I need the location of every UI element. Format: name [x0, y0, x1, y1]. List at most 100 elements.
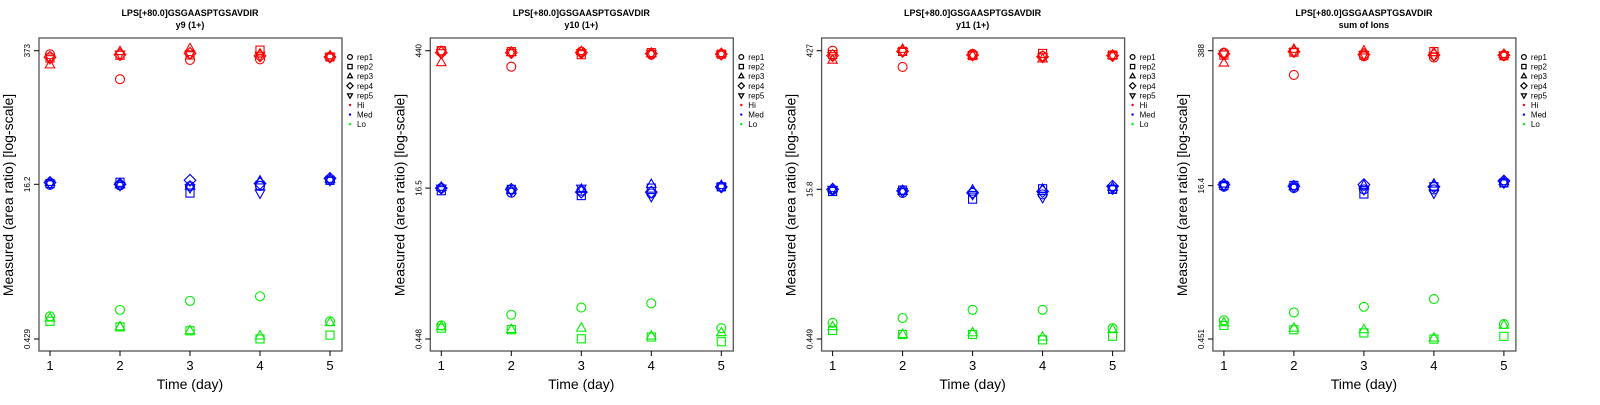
data-point-lo-rep2 [1107, 331, 1118, 341]
legend-rep5-icon [1520, 93, 1528, 100]
data-point-med-rep4 [1035, 184, 1050, 199]
data-point-med-rep5 [254, 189, 266, 200]
legend-hi-dot-icon [348, 103, 352, 107]
data-point-lo-rep3 [645, 329, 657, 340]
data-point-hi-rep3 [1358, 44, 1370, 55]
legend-rep1-icon [1129, 53, 1136, 60]
legend-lo-dot-icon [348, 123, 352, 126]
legend-rep5-label: rep5 [357, 91, 374, 100]
legend-hi-dot-icon [740, 103, 743, 107]
x-tick-label: 4 [648, 358, 655, 373]
legend-rep2-icon [1521, 63, 1527, 70]
legend-lo-label: Lo [1531, 120, 1540, 129]
x-tick-label: 4 [1039, 358, 1046, 373]
data-point-lo-rep3 [505, 323, 517, 334]
data-point-hi-rep5 [324, 53, 336, 64]
data-point-lo-rep3 [896, 327, 909, 338]
data-point-med-rep5 [715, 183, 727, 194]
data-point-lo-rep2 [827, 325, 838, 336]
y-tick-label: 427 [806, 43, 815, 57]
data-point-med-rep3 [1288, 180, 1300, 191]
data-point-med-rep5 [966, 190, 979, 201]
legend-lo-label: Lo [1140, 120, 1149, 129]
data-point-hi-rep5 [1218, 50, 1230, 61]
legend-rep5-icon [1129, 93, 1137, 100]
data-point-lo-rep2 [1499, 331, 1509, 341]
legend-rep1-label: rep1 [748, 53, 765, 62]
x-tick-label: 5 [1109, 358, 1116, 373]
data-point-lo-rep3 [435, 320, 447, 331]
data-point-med-rep4 [323, 171, 337, 186]
data-point-med-rep5 [184, 184, 196, 195]
data-point-lo-rep2 [115, 322, 125, 332]
data-point-lo-rep1 [1288, 307, 1299, 318]
y-tick-label: 0.449 [806, 328, 815, 349]
legend-lo-label: Lo [748, 120, 757, 129]
data-point-hi-rep5 [505, 49, 517, 60]
data-point-lo-rep1 [576, 302, 587, 313]
legend-lo-label: Lo [357, 120, 366, 129]
y-tick-label: 373 [23, 43, 32, 57]
data-point-lo-rep2 [185, 326, 195, 336]
data-point-lo-rep2 [325, 330, 335, 340]
data-point-hi-rep1 [506, 61, 517, 72]
data-point-hi-rep5 [896, 47, 909, 58]
legend-lo-dot-icon [1522, 123, 1526, 126]
legend-rep2-icon [347, 63, 353, 70]
x-tick-label: 4 [1430, 358, 1437, 373]
x-tick-label: 5 [718, 358, 725, 373]
chart-title: LPS[+80.0]GSGAASPTGSAVDIR [904, 8, 1042, 18]
y-tick-label: 0.429 [23, 328, 32, 349]
data-point-lo-rep3 [184, 324, 196, 335]
data-point-med-rep5 [1428, 189, 1440, 200]
legend-med-label: Med [748, 111, 764, 120]
chart-subtitle: y10 (1+) [564, 20, 598, 30]
legend-med-dot-icon [740, 113, 743, 116]
y-tick-label: 15.8 [806, 181, 815, 197]
data-point-lo-rep1 [646, 298, 657, 309]
data-point-lo-rep3 [1036, 330, 1049, 341]
data-point-hi-rep3 [715, 47, 727, 58]
legend-rep1-label: rep1 [1140, 53, 1157, 62]
data-point-lo-rep3 [715, 326, 727, 337]
x-tick-label: 3 [578, 358, 585, 373]
data-point-hi-rep3 [324, 49, 336, 60]
data-point-med-rep5 [1358, 186, 1370, 197]
y-tick-label: 388 [1197, 43, 1206, 57]
x-tick-label: 2 [116, 358, 123, 373]
data-point-hi-rep5 [1498, 51, 1510, 62]
data-point-lo-rep3 [1358, 323, 1370, 334]
data-point-hi-rep1 [897, 61, 908, 73]
data-point-med-rep5 [1036, 194, 1049, 205]
data-point-hi-rep3 [1498, 47, 1510, 58]
x-tick-label: 2 [899, 358, 906, 373]
legend-rep4-label: rep4 [1531, 82, 1548, 91]
data-point-hi-rep5 [826, 52, 839, 63]
legend-rep5-icon [346, 93, 354, 100]
data-point-hi-rep5 [1106, 52, 1119, 63]
data-point-hi-rep3 [645, 47, 657, 58]
data-point-lo-rep1 [1428, 294, 1439, 305]
legend-rep3-label: rep3 [1531, 72, 1548, 81]
data-point-med-rep4 [1497, 174, 1511, 188]
data-point-hi-rep5 [435, 49, 447, 60]
data-point-med-rep3 [114, 178, 126, 189]
legend-rep5-label: rep5 [1531, 91, 1548, 100]
data-point-med-rep3 [324, 172, 336, 183]
data-point-med-rep2 [967, 194, 978, 204]
data-point-lo-rep1 [1358, 301, 1369, 312]
y-tick-label: 440 [414, 43, 423, 57]
data-point-med-rep3 [505, 184, 517, 195]
data-point-med-rep5 [645, 193, 657, 204]
chart-subtitle: y11 (1+) [956, 20, 989, 30]
x-tick-label: 5 [326, 358, 333, 373]
chart-panel: LPS[+80.0]GSGAASPTGSAVDIR y11 (1+) 427 15.8… [783, 8, 1157, 392]
data-point-hi-rep5 [715, 50, 727, 61]
legend-rep1-icon [1520, 53, 1527, 60]
x-tick-label: 2 [508, 358, 515, 373]
data-point-lo-rep3 [1498, 318, 1510, 329]
data-point-med-rep2 [576, 190, 586, 201]
data-point-lo-rep3 [826, 320, 839, 331]
data-point-lo-rep1 [1037, 304, 1048, 315]
